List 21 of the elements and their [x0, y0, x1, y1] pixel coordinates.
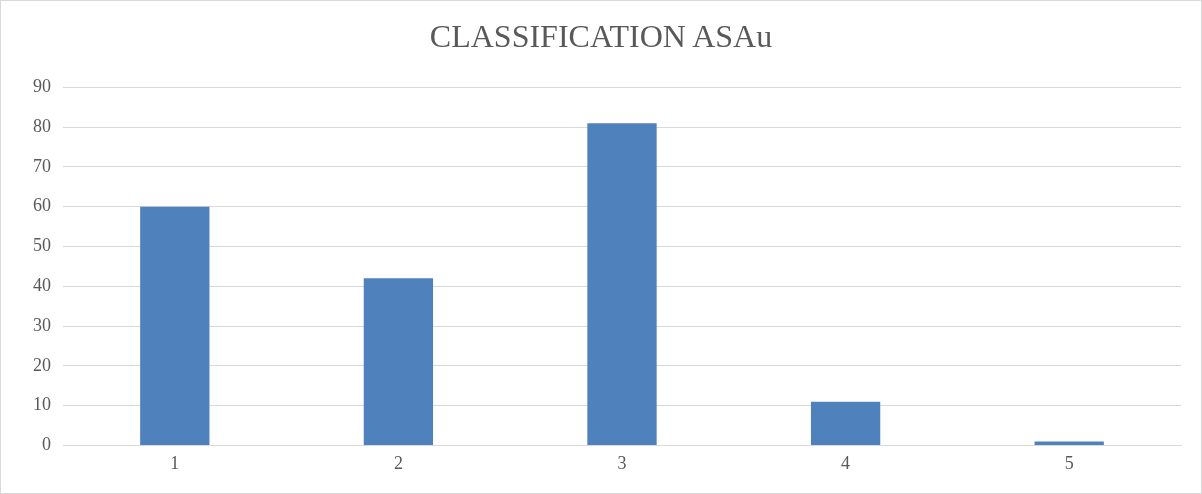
chart-title: CLASSIFICATION ASAu — [429, 17, 773, 54]
y-tick-label: 90 — [33, 76, 51, 97]
bar — [140, 206, 210, 445]
bar — [587, 123, 657, 445]
y-tick-label: 80 — [33, 115, 51, 136]
y-tick-label: 50 — [33, 235, 51, 256]
x-tick-label: 1 — [170, 452, 180, 473]
y-tick-label: 10 — [33, 394, 51, 415]
bar — [363, 278, 434, 445]
y-tick-label: 30 — [33, 314, 51, 335]
y-tick-label: 40 — [33, 275, 51, 296]
bar — [1034, 441, 1104, 445]
x-tick-label: 4 — [841, 452, 851, 473]
x-tick-label: 5 — [1064, 452, 1074, 473]
y-tick-label: 70 — [33, 155, 51, 176]
x-tick-label: 2 — [393, 452, 403, 473]
x-tick-label: 3 — [617, 452, 627, 473]
y-tick-label: 0 — [42, 434, 51, 455]
bar — [810, 401, 881, 445]
y-tick-label: 20 — [33, 354, 51, 375]
y-tick-label: 60 — [33, 195, 51, 216]
